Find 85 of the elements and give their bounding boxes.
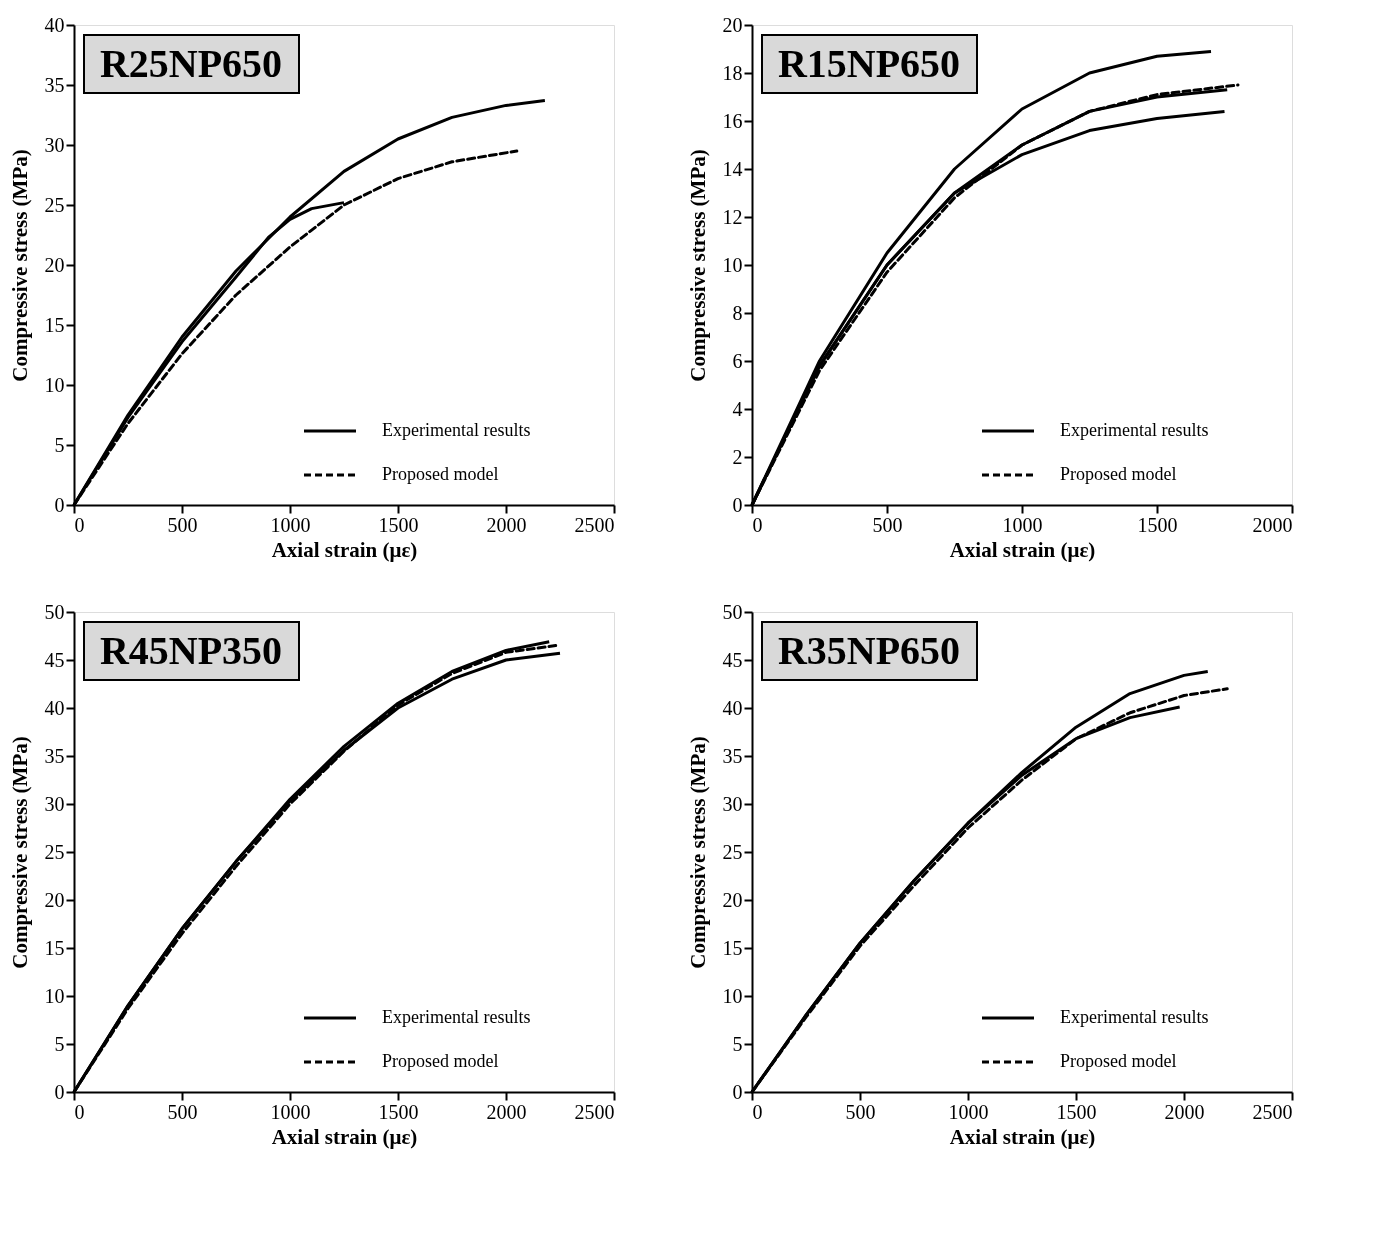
- x-axis-title: Axial strain (με): [271, 537, 418, 562]
- legend-label: Experimental results: [382, 1007, 531, 1027]
- y-tick-label: 5: [54, 433, 65, 456]
- x-tick-label: 500: [845, 1100, 876, 1123]
- legend-label: Experimental results: [1060, 420, 1209, 440]
- y-tick-label: 35: [44, 744, 65, 767]
- y-tick-label: 5: [54, 1032, 65, 1055]
- y-tick-label: 15: [44, 313, 65, 336]
- y-tick-label: 30: [44, 133, 65, 156]
- chart-title: R45NP350: [99, 628, 283, 673]
- x-tick-label: 1000: [1002, 513, 1043, 536]
- y-tick-label: 10: [44, 984, 65, 1007]
- x-tick-label: 0: [752, 513, 763, 536]
- legend-label: Experimental results: [1060, 1007, 1209, 1027]
- y-tick-label: 35: [722, 744, 743, 767]
- y-tick-label: 6: [732, 349, 743, 372]
- y-tick-label: 16: [722, 109, 743, 132]
- y-tick-label: 10: [44, 373, 65, 396]
- y-tick-label: 14: [722, 157, 743, 180]
- x-tick-label: 2000: [1164, 1100, 1205, 1123]
- y-tick-label: 20: [722, 888, 743, 911]
- x-tick-label: 2500: [574, 513, 615, 536]
- x-tick-label: 500: [167, 1100, 198, 1123]
- y-axis-title: Compressive stress (MPa): [685, 149, 710, 382]
- x-tick-label: 1500: [378, 513, 419, 536]
- y-tick-label: 35: [44, 73, 65, 96]
- legend-label: Experimental results: [382, 420, 531, 440]
- y-tick-label: 18: [722, 61, 743, 84]
- x-tick-label: 2500: [1252, 1100, 1293, 1123]
- y-tick-label: 50: [44, 600, 65, 623]
- x-tick-label: 2000: [486, 513, 527, 536]
- x-tick-label: 1000: [270, 1100, 311, 1123]
- legend-label: Proposed model: [382, 1051, 499, 1071]
- chart-title: R25NP650: [99, 41, 283, 86]
- y-tick-label: 0: [732, 493, 743, 516]
- x-tick-label: 1500: [1137, 513, 1178, 536]
- y-tick-label: 4: [732, 397, 743, 420]
- x-tick-label: 500: [872, 513, 903, 536]
- x-tick-label: 2000: [1252, 513, 1293, 536]
- y-tick-label: 30: [722, 792, 743, 815]
- chart-title: R15NP650: [777, 41, 961, 86]
- y-axis-title: Compressive stress (MPa): [7, 736, 32, 969]
- y-tick-label: 12: [722, 205, 743, 228]
- x-axis-title: Axial strain (με): [949, 537, 1096, 562]
- y-tick-label: 40: [722, 696, 743, 719]
- x-tick-label: 1000: [948, 1100, 989, 1123]
- x-tick-label: 1500: [378, 1100, 419, 1123]
- chart-title: R35NP650: [777, 628, 961, 673]
- x-tick-label: 2500: [574, 1100, 615, 1123]
- y-tick-label: 25: [44, 193, 65, 216]
- y-tick-label: 40: [44, 696, 65, 719]
- x-tick-label: 2000: [486, 1100, 527, 1123]
- y-tick-label: 8: [732, 301, 743, 324]
- y-tick-label: 30: [44, 792, 65, 815]
- y-axis-title: Compressive stress (MPa): [7, 149, 32, 382]
- x-axis-title: Axial strain (με): [949, 1124, 1096, 1149]
- y-tick-label: 20: [44, 253, 65, 276]
- y-axis-title: Compressive stress (MPa): [685, 736, 710, 969]
- y-tick-label: 15: [722, 936, 743, 959]
- x-tick-label: 500: [167, 513, 198, 536]
- y-tick-label: 25: [44, 840, 65, 863]
- x-tick-label: 0: [74, 1100, 85, 1123]
- y-tick-label: 45: [44, 648, 65, 671]
- y-tick-label: 45: [722, 648, 743, 671]
- y-tick-label: 2: [732, 445, 743, 468]
- y-tick-label: 0: [54, 493, 65, 516]
- y-tick-label: 40: [44, 13, 65, 36]
- legend-label: Proposed model: [1060, 464, 1177, 484]
- legend-label: Proposed model: [382, 464, 499, 484]
- x-tick-label: 0: [74, 513, 85, 536]
- y-tick-label: 20: [722, 13, 743, 36]
- y-tick-label: 0: [732, 1080, 743, 1103]
- x-tick-label: 1500: [1056, 1100, 1097, 1123]
- y-tick-label: 15: [44, 936, 65, 959]
- y-tick-label: 50: [722, 600, 743, 623]
- y-tick-label: 0: [54, 1080, 65, 1103]
- y-tick-label: 5: [732, 1032, 743, 1055]
- x-axis-title: Axial strain (με): [271, 1124, 418, 1149]
- y-tick-label: 20: [44, 888, 65, 911]
- y-tick-label: 10: [722, 253, 743, 276]
- y-tick-label: 25: [722, 840, 743, 863]
- x-tick-label: 0: [752, 1100, 763, 1123]
- legend-label: Proposed model: [1060, 1051, 1177, 1071]
- y-tick-label: 10: [722, 984, 743, 1007]
- x-tick-label: 1000: [270, 513, 311, 536]
